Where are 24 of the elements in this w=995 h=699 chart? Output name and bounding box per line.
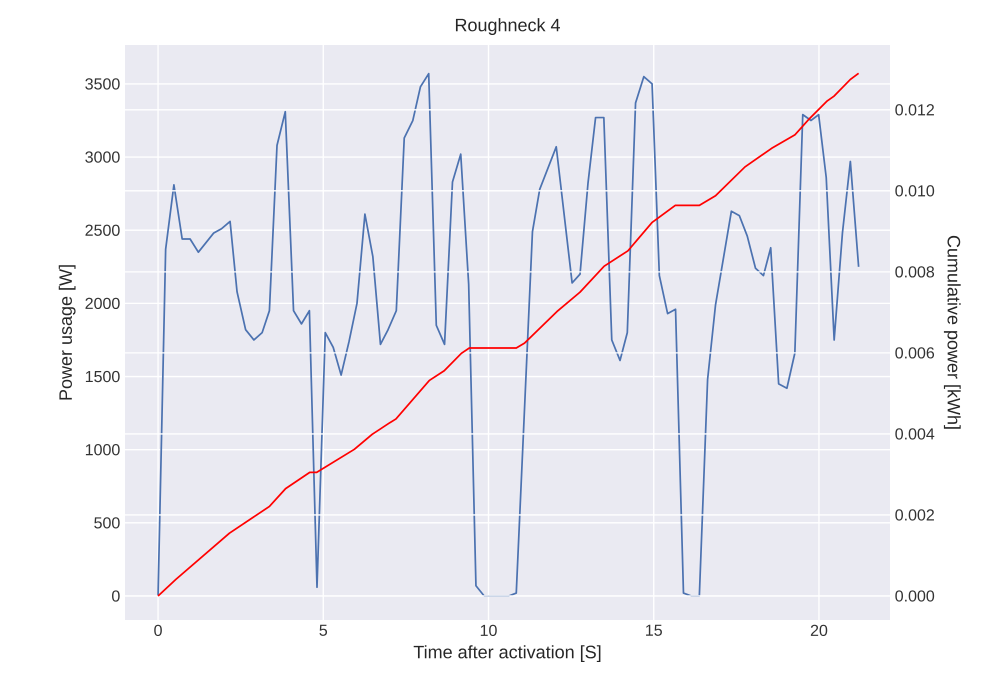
y-tick-label: 2500 bbox=[85, 224, 120, 236]
y-tick-label: 1000 bbox=[86, 444, 120, 456]
y2-tick-label: 0.006 bbox=[895, 347, 934, 359]
y-tick-label: 2000 bbox=[85, 298, 120, 310]
y2-tick-label: 0.004 bbox=[895, 428, 934, 440]
x-tick-label: 10 bbox=[480, 624, 497, 636]
y2-tick-label: 0.008 bbox=[895, 266, 934, 278]
y-axis-title: Power usage [W] bbox=[58, 265, 76, 400]
y-tick-label: 3500 bbox=[85, 78, 120, 90]
y-tick-label: 0 bbox=[112, 590, 120, 602]
x-tick-label: 5 bbox=[319, 624, 328, 636]
x-axis-title: Time after activation [S] bbox=[414, 645, 600, 662]
y2-tick-label: 0.012 bbox=[895, 104, 934, 116]
x-tick-label: 0 bbox=[154, 624, 162, 636]
y-tick-label: 3000 bbox=[85, 151, 120, 163]
chart-title: Roughneck 4 bbox=[456, 18, 560, 35]
y-tick-label: 500 bbox=[94, 517, 120, 529]
y2-axis-title: Cumulative power [kWh] bbox=[944, 236, 961, 429]
x-tick-label: 15 bbox=[646, 624, 662, 636]
y2-tick-label: 0.002 bbox=[895, 509, 934, 521]
y2-tick-label: 0.010 bbox=[895, 185, 934, 196]
y2-tick-label: 0.000 bbox=[895, 590, 934, 602]
x-tick-label: 20 bbox=[810, 624, 828, 636]
y-tick-label: 1500 bbox=[86, 370, 120, 382]
